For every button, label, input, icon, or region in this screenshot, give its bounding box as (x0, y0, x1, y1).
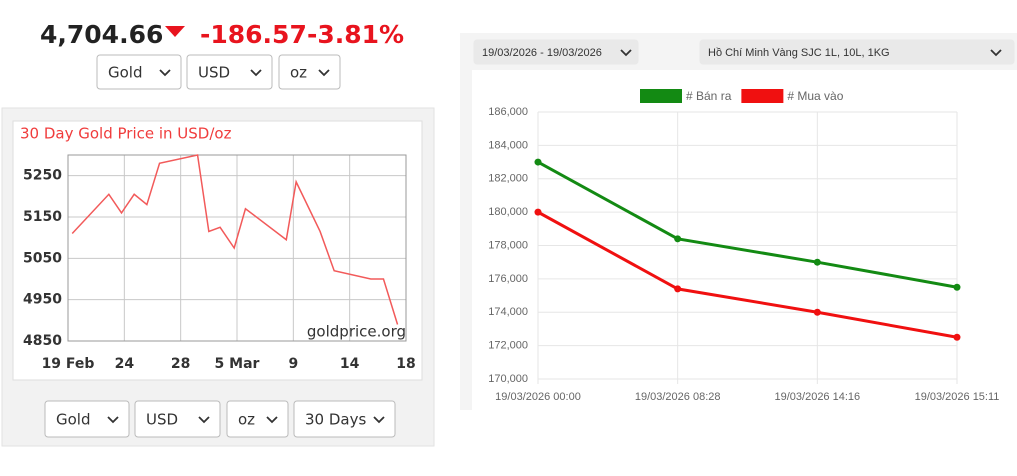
data-point (953, 333, 961, 341)
y-tick-label: 4850 (23, 333, 62, 349)
x-tick-label: 14 (340, 356, 360, 372)
legend-label[interactable]: # Bán ra (686, 89, 732, 103)
select-label[interactable]: oz (290, 64, 307, 82)
data-point (534, 158, 542, 166)
select[interactable] (278, 54, 341, 90)
x-tick-label: 5 Mar (215, 356, 260, 372)
y-tick-label: 4950 (23, 292, 62, 308)
legend-swatch[interactable] (741, 89, 784, 103)
select-label[interactable]: USD (198, 64, 230, 82)
select[interactable] (699, 39, 1015, 65)
select-arrow[interactable] (620, 49, 632, 57)
select[interactable] (96, 54, 182, 90)
x-tick-label: 9 (288, 356, 298, 372)
y-tick-label: 5050 (23, 250, 62, 266)
select[interactable] (473, 39, 639, 65)
x-tick-label: 19/03/2026 15:11 (915, 391, 1000, 403)
chart-box (12, 120, 423, 381)
y-tick-label: 174,000 (488, 306, 528, 318)
select-arrow[interactable] (990, 49, 1002, 57)
series-line (71, 154, 399, 325)
select-label[interactable]: oz (238, 411, 255, 429)
select-label[interactable]: 19/03/2026 - 19/03/2026 (482, 47, 602, 59)
select-label[interactable]: Gold (108, 64, 143, 82)
data-point (813, 308, 821, 316)
x-tick-label: 19/03/2026 08:28 (635, 391, 721, 403)
select-arrow[interactable] (107, 416, 119, 424)
select[interactable] (186, 54, 273, 90)
x-tick-label: 18 (396, 356, 415, 372)
select-label[interactable]: USD (146, 411, 178, 429)
select-label[interactable]: Gold (56, 411, 91, 429)
y-tick-label: 176,000 (488, 273, 528, 285)
select-arrow[interactable] (198, 416, 210, 424)
watermark: goldprice.org (307, 323, 406, 341)
y-tick-label: 170,000 (488, 373, 528, 385)
select-arrow[interactable] (250, 69, 262, 77)
select-label[interactable]: 30 Days (305, 411, 366, 429)
data-point (674, 285, 682, 293)
y-tick-label: 182,000 (488, 173, 528, 185)
select[interactable] (293, 400, 396, 438)
data-point (953, 283, 961, 291)
legend-swatch[interactable] (640, 89, 682, 103)
legend-label[interactable]: # Mua vào (787, 89, 843, 103)
select-arrow[interactable] (318, 69, 330, 77)
right-chart-box (472, 70, 1017, 410)
price-change: -186.57 (200, 20, 307, 49)
select[interactable] (44, 400, 130, 438)
x-tick-label: 19/03/2026 14:16 (775, 391, 861, 403)
x-tick-label: 24 (115, 356, 135, 372)
y-tick-label: 180,000 (488, 206, 528, 218)
y-tick-label: 178,000 (488, 239, 528, 251)
series-line (537, 160, 958, 289)
data-point (674, 235, 682, 243)
x-tick-label: 19/03/2026 00:00 (495, 391, 581, 403)
y-tick-label: 5150 (23, 209, 62, 225)
select-label[interactable]: Hồ Chí Minh Vàng SJC 1L, 10L, 1KG (708, 47, 890, 59)
x-tick-label: 19 Feb (42, 356, 95, 372)
select[interactable] (134, 400, 221, 438)
data-point (534, 208, 542, 216)
chart-title: 30 Day Gold Price in USD/oz (20, 125, 232, 143)
y-tick-label: 172,000 (488, 340, 528, 352)
select-arrow[interactable] (159, 69, 171, 77)
series-line (537, 210, 958, 339)
select-arrow[interactable] (266, 416, 278, 424)
x-tick-label: 28 (171, 356, 190, 372)
y-tick-label: 5250 (23, 168, 62, 184)
select-arrow[interactable] (373, 416, 385, 424)
down-arrow (165, 26, 185, 37)
data-point (813, 258, 821, 266)
select[interactable] (226, 400, 289, 438)
y-tick-label: 184,000 (488, 139, 528, 151)
price-change-percent: -3.81% (307, 20, 404, 49)
plot-frame (67, 154, 407, 342)
price: 4,704.66 (40, 20, 163, 49)
y-tick-label: 186,000 (488, 106, 528, 118)
